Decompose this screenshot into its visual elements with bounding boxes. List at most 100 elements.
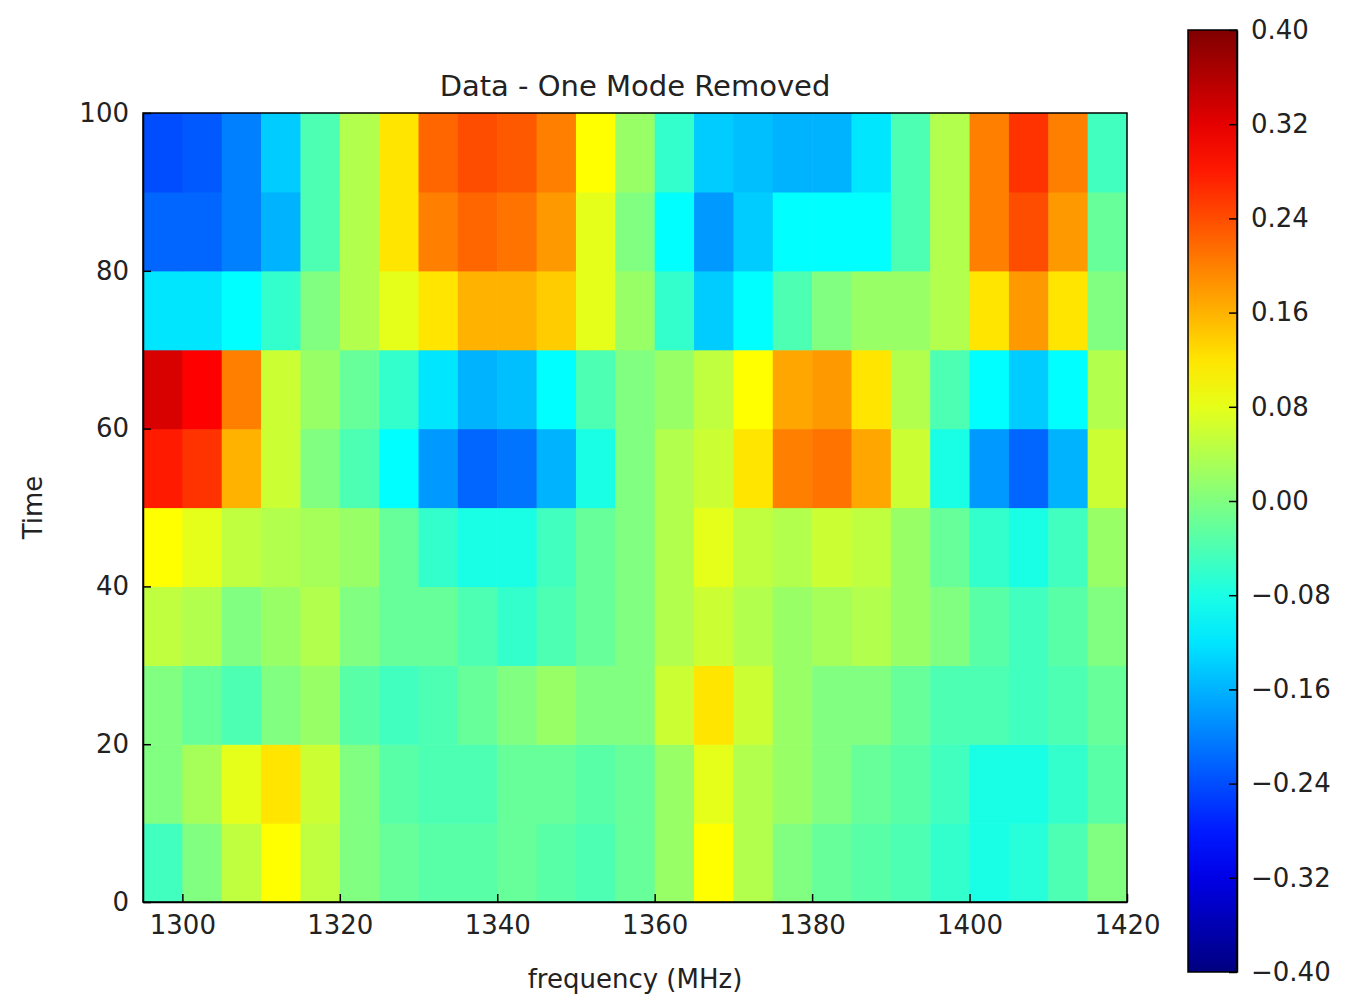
cell: [970, 744, 1010, 824]
cell: [143, 744, 183, 824]
tick: 60: [96, 413, 151, 443]
cell: [261, 271, 301, 351]
tick-label: −0.24: [1251, 768, 1331, 798]
cell: [222, 586, 262, 666]
cell: [537, 744, 577, 824]
cell: [970, 271, 1010, 351]
cell: [576, 113, 616, 193]
cell: [497, 271, 537, 351]
cell: [1048, 350, 1088, 430]
cell: [851, 508, 891, 588]
tick: 0.40: [1229, 15, 1309, 45]
cell: [379, 350, 419, 430]
tick: 80: [96, 256, 151, 286]
cell: [340, 508, 380, 588]
y-axis: 020406080100: [79, 98, 151, 917]
tick-mark: [1229, 595, 1237, 597]
tick: 1320: [307, 894, 373, 940]
tick-mark: [1229, 878, 1237, 880]
tick-label: 80: [96, 256, 129, 286]
tick: 1380: [780, 894, 846, 940]
tick-mark: [143, 271, 151, 273]
cell: [537, 508, 577, 588]
cell: [1088, 429, 1127, 509]
tick-label: 0.16: [1251, 297, 1309, 327]
cell: [379, 113, 419, 193]
cell: [340, 823, 380, 902]
cell: [261, 113, 301, 193]
cell: [222, 113, 262, 193]
cell: [261, 192, 301, 272]
cell: [143, 586, 183, 666]
cell: [379, 429, 419, 509]
cell: [261, 586, 301, 666]
cell: [812, 350, 852, 430]
cell: [182, 271, 222, 351]
cell: [851, 271, 891, 351]
cell: [930, 508, 970, 588]
cell: [891, 508, 931, 588]
cell: [1009, 271, 1049, 351]
cell: [733, 744, 773, 824]
tick-label: 0: [112, 887, 129, 917]
cell: [143, 192, 183, 272]
cell: [694, 508, 734, 588]
cell: [930, 271, 970, 351]
tick: 0.08: [1229, 392, 1309, 422]
cell: [300, 508, 340, 588]
cell: [1009, 429, 1049, 509]
cell: [497, 508, 537, 588]
tick-label: 40: [96, 571, 129, 601]
cell: [615, 429, 655, 509]
cell: [733, 586, 773, 666]
cell: [1048, 508, 1088, 588]
tick: 1340: [465, 894, 531, 940]
cell: [773, 429, 813, 509]
cell: [733, 271, 773, 351]
cell: [222, 192, 262, 272]
cell: [773, 508, 813, 588]
cell: [261, 350, 301, 430]
cell: [1009, 113, 1049, 193]
cell: [851, 429, 891, 509]
cell: [970, 192, 1010, 272]
cell: [1088, 350, 1127, 430]
cell: [419, 350, 459, 430]
cell: [576, 271, 616, 351]
cell: [497, 744, 537, 824]
cell: [812, 823, 852, 902]
cell: [891, 113, 931, 193]
cell: [970, 586, 1010, 666]
cell: [694, 192, 734, 272]
tick-label: 0.00: [1251, 486, 1309, 516]
cell: [773, 192, 813, 272]
cell: [576, 744, 616, 824]
cell: [891, 665, 931, 745]
cell: [576, 665, 616, 745]
cell: [694, 823, 734, 902]
cells: [143, 113, 1127, 902]
cell: [419, 744, 459, 824]
tick: 0.24: [1229, 203, 1309, 233]
cell: [182, 113, 222, 193]
cell: [733, 429, 773, 509]
cell: [773, 586, 813, 666]
cell: [733, 823, 773, 902]
cell: [1048, 429, 1088, 509]
cell: [615, 665, 655, 745]
tick-label: −0.08: [1251, 580, 1331, 610]
cell: [576, 586, 616, 666]
cell: [970, 665, 1010, 745]
cell: [497, 350, 537, 430]
tick-label: 0.08: [1251, 392, 1309, 422]
tick-mark: [1229, 407, 1237, 409]
cell: [261, 665, 301, 745]
cell: [733, 350, 773, 430]
cell: [340, 113, 380, 193]
chart: 1300132013401360138014001420020406080100…: [0, 0, 1350, 1001]
cell: [182, 350, 222, 430]
cell: [812, 192, 852, 272]
tick: 0: [112, 887, 151, 917]
cell: [1009, 586, 1049, 666]
cell: [891, 429, 931, 509]
